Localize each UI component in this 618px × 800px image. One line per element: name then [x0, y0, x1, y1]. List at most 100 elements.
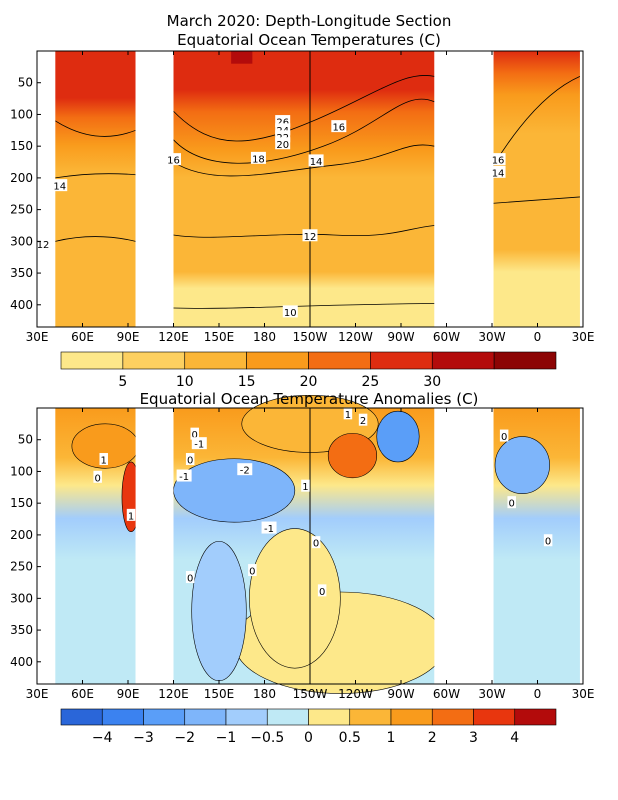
- colorbar-label: −3: [133, 730, 154, 746]
- colorbar-swatch: [390, 708, 433, 726]
- colorbar-swatch: [349, 708, 392, 726]
- contour-line-3: [173, 144, 435, 177]
- contour-label: 1: [345, 410, 351, 421]
- x-tick-label: 60W: [433, 330, 460, 344]
- contour-label-bg: [543, 534, 553, 547]
- y-tick-label: 50: [18, 76, 33, 90]
- x-tick-label: 30W: [478, 687, 505, 701]
- contour-label-bg: [490, 165, 506, 178]
- x-tick-label: 150E: [204, 330, 235, 344]
- x-tick-label: 120W: [338, 330, 373, 344]
- contour-line-5: [173, 303, 435, 309]
- anomaly-region-9: [249, 528, 341, 669]
- contour-label: 0: [187, 456, 193, 467]
- contour-label-bg: [99, 453, 108, 466]
- colorbar-label: 4: [510, 730, 519, 746]
- colorbar-swatch: [184, 708, 227, 726]
- contour-label: 14: [53, 182, 66, 193]
- bottom-title: Equatorial Ocean Temperature Anomalies (…: [140, 390, 479, 408]
- x-tick-label: 180: [253, 687, 276, 701]
- contour-label-bg: [185, 453, 195, 466]
- colorbar-swatch: [60, 708, 103, 726]
- contour-label-bg: [499, 429, 509, 442]
- contour-label: 26: [276, 118, 289, 129]
- colorbar-label: 3: [469, 730, 478, 746]
- x-tick-label: 150W: [293, 330, 328, 344]
- colorbar-swatch: [473, 708, 516, 726]
- contour-label-bg: [490, 153, 506, 166]
- contour-label: 1: [128, 511, 134, 522]
- colorbar-swatch: [225, 708, 268, 726]
- contour-label: 0: [249, 567, 255, 578]
- y-tick-label: 150: [10, 496, 33, 510]
- colorbar-label: −2: [174, 730, 195, 746]
- contour-label-bg: [507, 496, 516, 509]
- y-tick-label: 300: [10, 234, 33, 248]
- colorbar-label: −1: [216, 730, 237, 746]
- colorbar-label: 10: [176, 374, 194, 390]
- contour-line-w-1: [54, 120, 136, 137]
- contour-label: 0: [187, 574, 193, 585]
- top-title: March 2020: Depth-Longitude Section: [167, 12, 452, 30]
- x-tick-label: 90W: [387, 330, 414, 344]
- contour-line-e-1: [493, 76, 581, 166]
- x-tick-label: 180: [253, 330, 276, 344]
- y-tick-label: 350: [10, 266, 33, 280]
- colorbar-swatch: [514, 708, 557, 726]
- contour-label: 14: [310, 157, 323, 168]
- panel-1: 262422201816161614141412121030E60E90E120…: [10, 50, 595, 390]
- contour-line-w-2: [55, 173, 136, 179]
- contour-label: 0: [509, 499, 515, 510]
- no-data-gap-2: [135, 408, 174, 684]
- anomaly-region-10: [191, 540, 247, 682]
- contour-label: 1: [302, 482, 308, 493]
- y-tick-label: 100: [10, 107, 33, 121]
- colorbar-label: 15: [238, 374, 256, 390]
- contour-label: 0: [313, 539, 319, 550]
- colorbar-swatch: [266, 708, 309, 726]
- x-tick-label: 120E: [158, 687, 189, 701]
- contour-label-bg: [317, 584, 327, 597]
- contour-label: 16: [492, 156, 505, 167]
- no-data-gap-3: [434, 408, 494, 684]
- contour-label-bg: [358, 413, 368, 426]
- contour-label-bg: [248, 564, 257, 577]
- colorbar-label: 25: [361, 374, 379, 390]
- contour-label: 0: [94, 473, 100, 484]
- colorbar-swatch: [184, 351, 247, 370]
- contour-line-w-3: [55, 236, 136, 242]
- no-data-gap-1: [37, 51, 56, 327]
- contour-label-bg: [190, 427, 199, 440]
- colorbar-swatch: [493, 351, 557, 370]
- x-tick-label: 90E: [117, 687, 140, 701]
- colorbar-swatch: [60, 351, 124, 370]
- y-tick-label: 300: [10, 591, 33, 605]
- contour-label-bg: [261, 521, 277, 534]
- contour-label: 20: [276, 140, 289, 151]
- y-tick-label: 350: [10, 623, 33, 637]
- y-tick-label: 400: [10, 655, 33, 669]
- colorbar-swatch: [308, 708, 351, 726]
- contour-label: 12: [304, 232, 317, 243]
- contour-label: 0: [192, 430, 198, 441]
- contour-label-bg: [185, 571, 195, 584]
- data-column-3: [493, 51, 580, 327]
- colorbar-swatch: [431, 351, 495, 370]
- contour-label: 16: [167, 156, 180, 167]
- contour-label: 16: [332, 123, 345, 134]
- y-tick-label: 400: [10, 298, 33, 312]
- no-data-gap-4: [579, 408, 583, 684]
- contour-label: 2: [360, 416, 366, 427]
- colorbar-label: 5: [118, 374, 127, 390]
- contour-label-bg: [191, 437, 207, 450]
- contour-label: -1: [264, 524, 274, 535]
- contour-label-bg: [331, 120, 347, 133]
- contour-label-bg: [275, 137, 291, 150]
- contour-line-e-2: [493, 196, 580, 204]
- y-tick-label: 100: [10, 464, 33, 478]
- colorbar-label: 2: [428, 730, 437, 746]
- contour-label-bg: [176, 469, 192, 482]
- contour-label: 18: [252, 154, 265, 165]
- anomaly-region-5: [327, 433, 378, 479]
- x-tick-label: 30E: [572, 330, 595, 344]
